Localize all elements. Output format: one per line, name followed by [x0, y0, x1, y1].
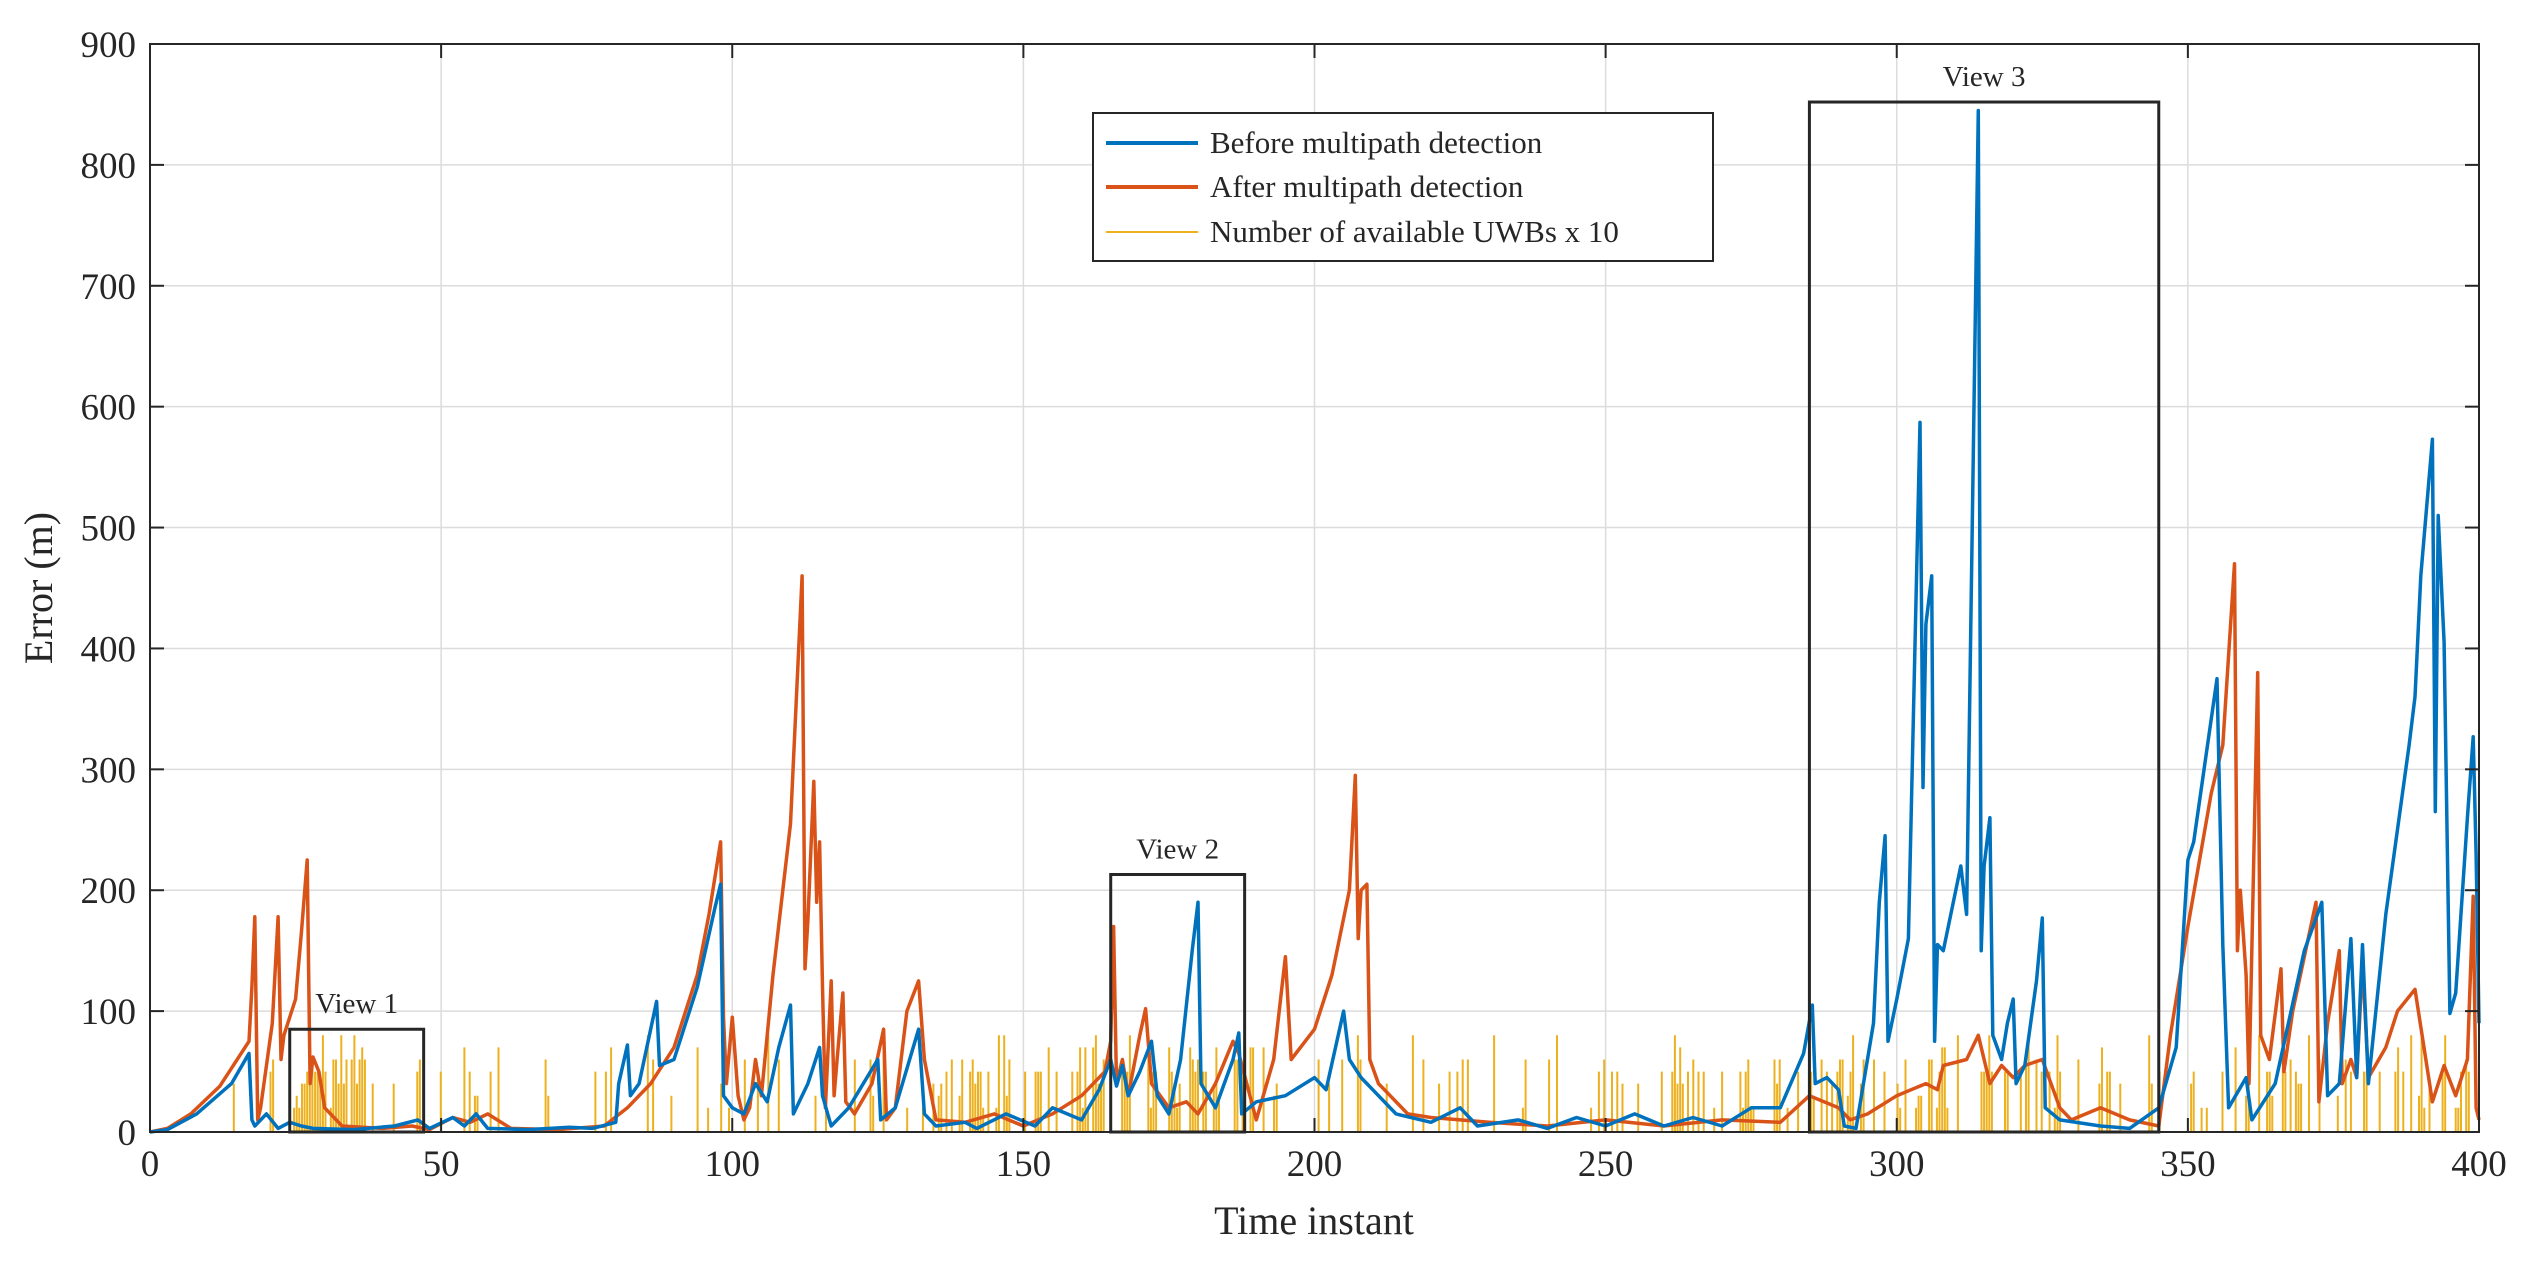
view-label-2: View 2	[1136, 834, 1219, 866]
y-tick-label: 100	[81, 992, 137, 1033]
x-tick-label: 0	[141, 1144, 160, 1185]
legend-label-before: Before multipath detection	[1210, 125, 1543, 160]
x-tick-label: 400	[2451, 1144, 2507, 1185]
x-tick-label: 100	[705, 1144, 761, 1185]
y-tick-label: 800	[81, 146, 137, 187]
y-tick-label: 200	[81, 871, 137, 912]
x-axis-label: Time instant	[1214, 1198, 1414, 1243]
view-label-1: View 1	[315, 988, 398, 1020]
y-tick-label: 600	[81, 388, 137, 429]
y-tick-label: 400	[81, 629, 137, 670]
series-layer	[149, 108, 2481, 1134]
y-tick-label: 900	[81, 25, 137, 66]
y-tick-label: 0	[118, 1113, 137, 1154]
x-tick-label: 200	[1287, 1144, 1343, 1185]
y-axis-label: Error (m)	[16, 512, 61, 664]
series-before-detection	[149, 108, 2481, 1134]
legend-label-uwb: Number of available UWBs x 10	[1210, 214, 1619, 249]
y-tick-label: 300	[81, 750, 137, 791]
legend-label-after: After multipath detection	[1210, 169, 1524, 204]
x-tick-label: 250	[1578, 1144, 1634, 1185]
x-tick-label: 300	[1869, 1144, 1925, 1185]
x-tick-label: 350	[2160, 1144, 2216, 1185]
annotation-layer: View 1 View 2 View 3	[288, 61, 2161, 1134]
y-tick-label: 500	[81, 509, 137, 550]
view-label-3: View 3	[1943, 61, 2026, 93]
legend: Before multipath detection After multipa…	[1092, 112, 1714, 262]
x-tick-label: 150	[996, 1144, 1052, 1185]
x-tick-label: 50	[423, 1144, 460, 1185]
axis-ticks: 0 50 100 150 200 250 300 350 400 0 100 200 300 400 500…	[81, 25, 2507, 1185]
y-tick-label: 700	[81, 267, 137, 308]
